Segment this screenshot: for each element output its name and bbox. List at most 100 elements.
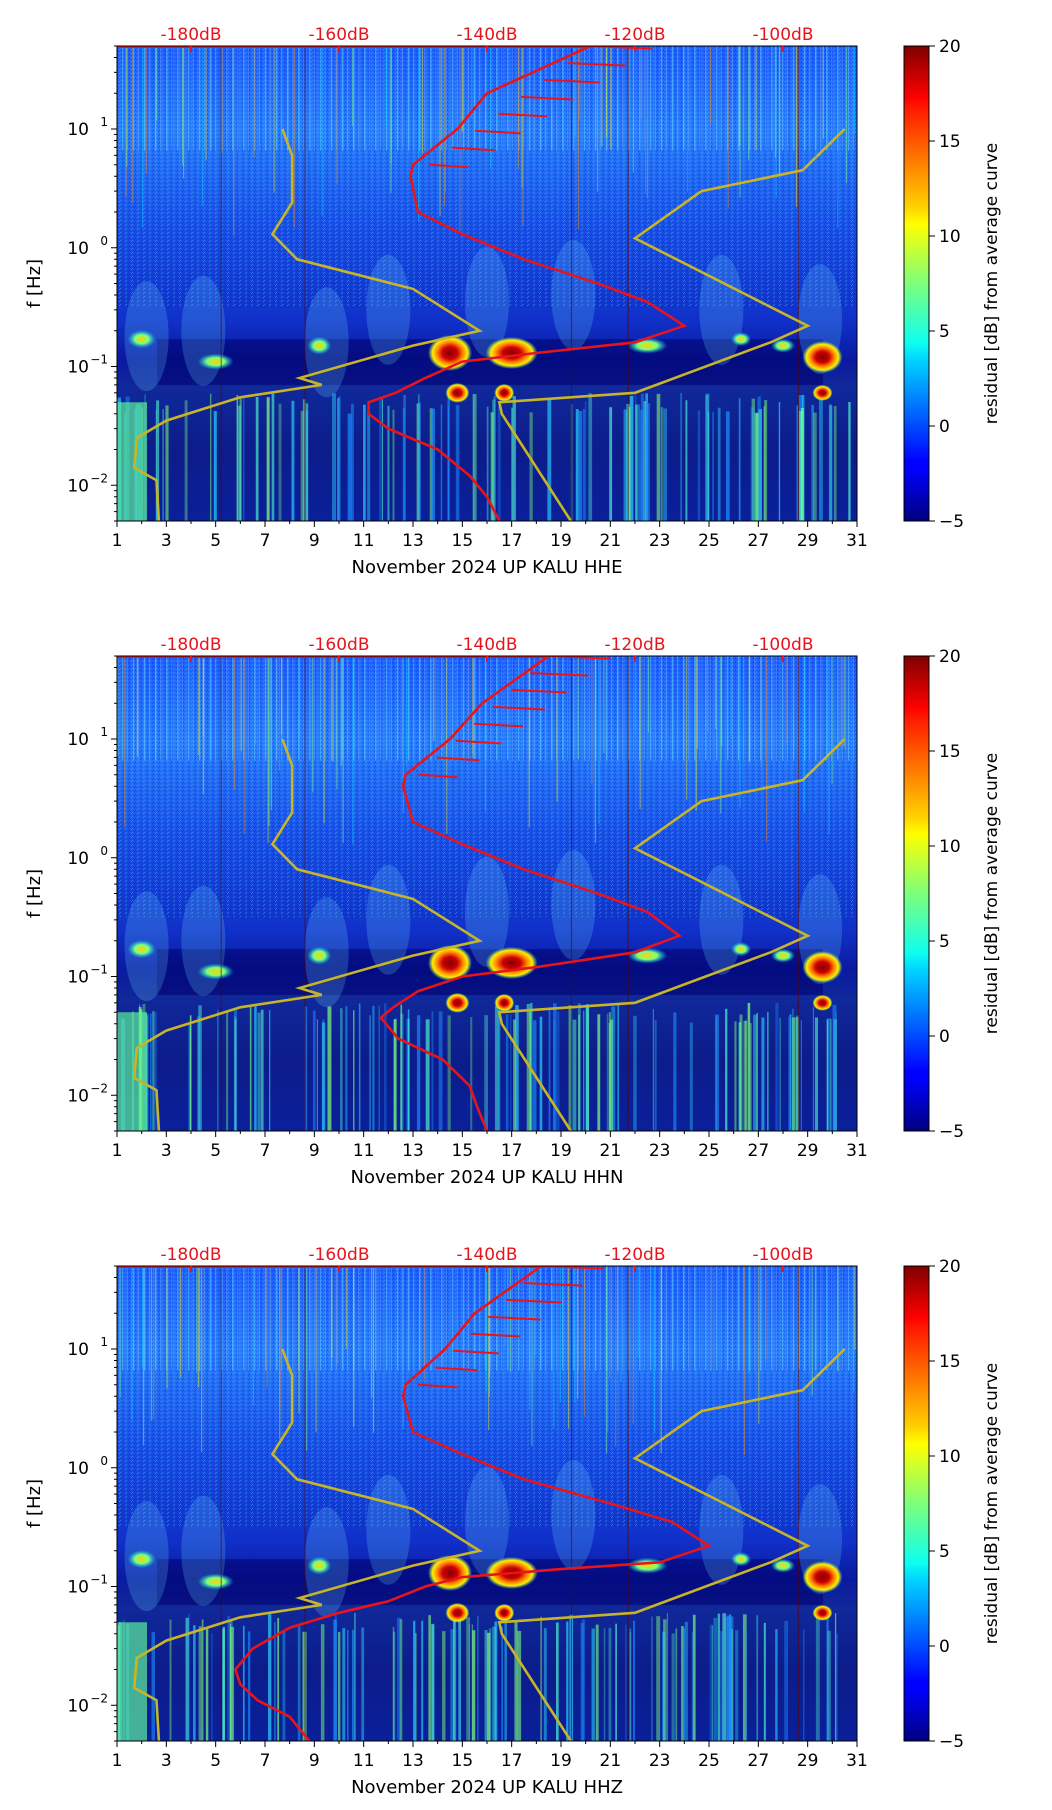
y-tick-exponent: 1 [100,1335,108,1349]
noise-model-high-curve [497,1348,846,1741]
x-tick-label: 27 [748,1141,770,1161]
colorbar-tick-label: 0 [939,1027,950,1047]
colorbar-tick-label: −5 [939,1122,964,1142]
x-tick-label: 9 [309,1751,320,1771]
noise-model-low-curve [132,128,483,521]
x-tick-label: 5 [210,1141,221,1161]
y-tick-label: 10 [67,1086,89,1106]
y-tick-label: 10 [67,1459,89,1479]
colorbar-gradient [903,655,930,1132]
y-tick-exponent: −1 [90,353,108,367]
y-axis-label: f [Hz] [24,259,45,308]
db-tick-label: -160dB [308,635,369,655]
x-tick-label: 13 [402,1751,424,1771]
x-tick-label: 9 [309,531,320,551]
x-tick-label: 1 [112,1141,123,1161]
colorbar: 20 15 10 5 0 −5 residual [dB] from average cur… [903,37,1002,532]
colorbar-tick-label: 15 [939,1352,961,1372]
db-tick-label: -160dB [308,1245,369,1265]
x-tick-label: 5 [210,531,221,551]
colorbar: 20 15 10 5 0 −5 residual [dB] from average cur… [903,1257,1002,1752]
colorbar-gradient [903,1265,930,1742]
colorbar-tick-label: 0 [939,1637,950,1657]
y-tick-label: 10 [67,1696,89,1716]
colorbar: 20 15 10 5 0 −5 residual [dB] from average cur… [903,647,1002,1142]
y-tick-label: 10 [67,1578,89,1598]
x-tick-label: 25 [698,531,720,551]
colorbar-tick-label: 5 [939,322,950,342]
db-tick-label: -120dB [604,25,665,45]
x-tick-label: 21 [600,1751,622,1771]
y-tick-label: 10 [67,239,89,259]
db-tick-label: -140dB [456,1245,517,1265]
spectrogram-plot [116,655,858,1132]
y-axis-label: f [Hz] [24,869,45,918]
x-tick-label: 15 [452,531,474,551]
average-psd-curve [233,1266,712,1741]
y-tick-exponent: 1 [100,725,108,739]
x-tick-label: 3 [161,1751,172,1771]
noise-model-low-curve [132,738,483,1131]
x-tick-label: 13 [402,531,424,551]
x-tick-label: 25 [698,1751,720,1771]
db-tick-label: -100dB [752,1245,813,1265]
x-tick-label: 13 [402,1141,424,1161]
x-tick-label: 15 [452,1141,474,1161]
x-tick-label: 21 [600,1141,622,1161]
x-tick-label: 23 [649,1751,671,1771]
heatmap-cells [117,656,857,1131]
x-tick-label: 31 [846,1141,868,1161]
x-tick-label: 29 [797,1751,819,1771]
x-tick-label: 7 [260,1751,271,1771]
colorbar-tick-label: 10 [939,227,961,247]
colorbar-tick-label: 15 [939,742,961,762]
colorbar-label: residual [dB] from average curve [982,1363,1002,1644]
y-tick-label: 10 [67,849,89,869]
noise-model-high-curve [497,128,846,521]
y-tick-exponent: −2 [90,471,108,485]
spectrogram-plot [116,1265,858,1742]
x-tick-label: 11 [353,531,375,551]
db-tick-label: -180dB [160,635,221,655]
x-tick-label: 7 [260,531,271,551]
x-tick-label: 31 [846,1751,868,1771]
x-tick-label: 23 [649,1141,671,1161]
db-tick-label: -120dB [604,635,665,655]
x-tick-label: 29 [797,1141,819,1161]
x-tick-label: 11 [353,1751,375,1771]
y-tick-exponent: −2 [90,1691,108,1705]
x-tick-label: 19 [550,1751,572,1771]
colorbar-tick-label: 0 [939,417,950,437]
y-tick-label: 10 [67,358,89,378]
psd-fan [418,656,611,779]
y-tick-exponent: −1 [90,1573,108,1587]
y-tick-exponent: 0 [100,844,108,858]
x-tick-label: 3 [161,531,172,551]
colorbar-tick-label: −5 [939,1732,964,1752]
x-tick-label: 7 [260,1141,271,1161]
db-tick-label: -120dB [604,1245,665,1265]
x-tick-label: 27 [748,1751,770,1771]
x-tick-label: 3 [161,1141,172,1161]
y-axis-label: f [Hz] [24,1479,45,1528]
noise-model-low-curve [132,1348,483,1741]
noise-model-high-curve [497,738,846,1131]
y-tick-label: 10 [67,1340,89,1360]
x-tick-label: 15 [452,1751,474,1771]
average-psd-curve [367,46,688,521]
y-tick-label: 10 [67,730,89,750]
x-tick-label: 19 [550,1141,572,1161]
x-axis-label: November 2024 UP KALU HHN [350,1167,623,1188]
y-tick-exponent: 0 [100,1454,108,1468]
y-tick-label: 10 [67,968,89,988]
heatmap-cells [117,46,857,521]
x-tick-label: 17 [501,1751,523,1771]
x-tick-label: 29 [797,531,819,551]
db-tick-label: -160dB [308,25,369,45]
x-tick-label: 17 [501,531,523,551]
db-tick-label: -100dB [752,25,813,45]
psd-fan [417,1266,603,1389]
